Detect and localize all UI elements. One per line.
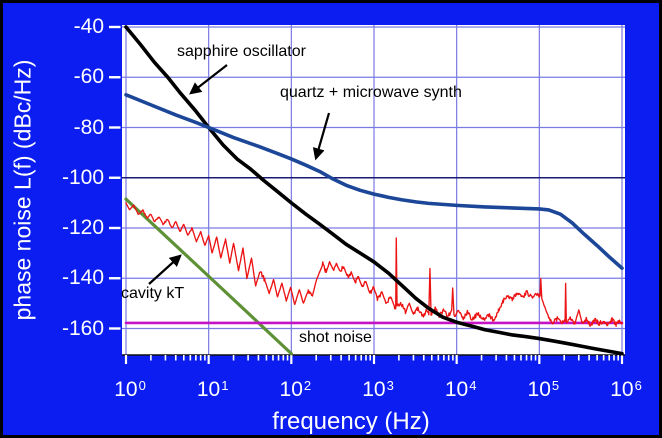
y-tick-label--160: -160: [61, 316, 104, 340]
y-tick-label--140: -140: [61, 266, 104, 290]
curve-quartz: [124, 93, 624, 271]
y-tick-label--120: -120: [61, 216, 104, 239]
x-tick-label-10e6: 106: [610, 378, 642, 401]
curve-cavity: [124, 197, 293, 356]
y-tick-label--80: -80: [73, 115, 104, 139]
y-tick-label--100: -100: [61, 165, 104, 189]
annotation-cavity-kt: cavity kT: [121, 285, 185, 302]
x-tick-label-10e1: 101: [196, 378, 229, 401]
sapphire-arrow: [189, 64, 228, 95]
plot-canvas: [109, 25, 625, 364]
x-tick-label-10e4: 104: [444, 378, 477, 401]
x-axis-label: frequency (Hz): [272, 408, 430, 435]
y-tick-label--40: -40: [73, 15, 104, 38]
annotation-quartz-microwave-synth: quartz + microwave synth: [280, 84, 462, 101]
annotation-sapphire-oscillator: sapphire oscillator: [177, 43, 306, 60]
quartz-arrow: [312, 112, 331, 161]
y-tick-label--60: -60: [73, 65, 104, 89]
x-tick-label-10e2: 102: [279, 378, 312, 401]
curve-measured: [125, 202, 623, 327]
x-tick-label-10e5: 105: [527, 378, 560, 401]
cavity-arrow: [148, 254, 182, 285]
x-tick-label-10e3: 103: [362, 378, 394, 401]
annotation-shot-noise: shot noise: [299, 329, 372, 346]
x-tick-label-10e0: 100: [114, 378, 146, 401]
